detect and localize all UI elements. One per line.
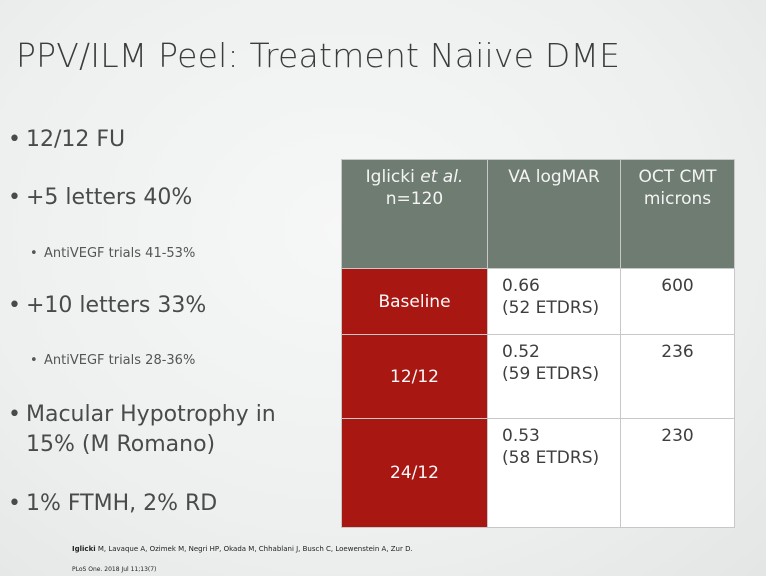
reference-journal: PLoS One. 2018 Jul 11;13(7)	[72, 566, 157, 573]
header-oct-line1: OCT CMT	[638, 167, 717, 187]
header-author: Iglicki	[365, 167, 421, 187]
bullet-dot: •	[30, 353, 38, 368]
header-oct-line2: microns	[643, 189, 712, 209]
cell-oct: 600	[620, 268, 735, 335]
bullet-dot: •	[8, 491, 21, 516]
oct-value: 230	[661, 426, 694, 446]
bullet-plus5-letters: • +5 letters 40%	[8, 185, 192, 210]
table-row: Baseline 0.66 (52 ETDRS) 600	[341, 268, 735, 335]
bullet-dot: •	[8, 293, 21, 318]
table-header-row: Iglicki et al. n=120 VA logMAR OCT CMT m…	[341, 159, 735, 269]
row-label-12-12: 12/12	[341, 334, 488, 419]
bullet-text: +10 letters 33%	[26, 293, 207, 318]
row-label-24-12: 24/12	[341, 418, 488, 528]
header-study: Iglicki et al. n=120	[341, 159, 488, 269]
table-row: 12/12 0.52 (59 ETDRS) 236	[341, 334, 735, 419]
reference-authors: Iglicki M, Lavaque A, Ozimek M, Negri HP…	[72, 545, 413, 553]
bullet-text: AntiVEGF trials 28-36%	[44, 353, 196, 368]
sub-bullet-antivegf-2: • AntiVEGF trials 28-36%	[30, 353, 195, 368]
va-etdrs: (52 ETDRS)	[502, 298, 600, 318]
sub-bullet-antivegf-1: • AntiVEGF trials 41-53%	[30, 246, 195, 261]
oct-value: 600	[661, 276, 694, 296]
reference-lead-author: Iglicki	[72, 545, 96, 553]
header-n: n=120	[385, 189, 444, 209]
bullet-text: 12/12 FU	[26, 127, 126, 152]
cell-va: 0.66 (52 ETDRS)	[487, 268, 621, 335]
va-etdrs: (59 ETDRS)	[502, 364, 600, 384]
slide-title: PPV/ILM Peel: Treatment Naiive DME	[16, 36, 621, 75]
row-label-baseline: Baseline	[341, 268, 488, 335]
cell-oct: 230	[620, 418, 735, 528]
reference-author-list: M, Lavaque A, Ozimek M, Negri HP, Okada …	[95, 545, 413, 553]
table-row: 24/12 0.53 (58 ETDRS) 230	[341, 418, 735, 528]
va-value: 0.53	[502, 426, 540, 446]
bullet-text: AntiVEGF trials 41-53%	[44, 246, 196, 261]
header-va-label: VA logMAR	[508, 167, 600, 187]
bullet-dot: •	[30, 246, 38, 261]
bullet-dot: •	[8, 185, 21, 210]
results-table: Iglicki et al. n=120 VA logMAR OCT CMT m…	[341, 159, 735, 528]
bullet-text: 1% FTMH, 2% RD	[26, 491, 218, 516]
va-etdrs: (58 ETDRS)	[502, 448, 600, 468]
bullet-text: +5 letters 40%	[26, 185, 193, 210]
bullet-ftmh-rd: • 1% FTMH, 2% RD	[8, 491, 217, 516]
bullet-plus10-letters: • +10 letters 33%	[8, 293, 206, 318]
va-value: 0.66	[502, 276, 540, 296]
bullet-dot: •	[8, 402, 21, 427]
oct-value: 236	[661, 342, 694, 362]
bullet-macular-hypotrophy: • Macular Hypotrophy in 15% (M Romano)	[8, 400, 328, 460]
header-va: VA logMAR	[487, 159, 621, 269]
bullet-dot: •	[8, 127, 21, 152]
va-value: 0.52	[502, 342, 540, 362]
header-oct: OCT CMT microns	[620, 159, 735, 269]
bullet-text: Macular Hypotrophy in 15% (M Romano)	[26, 402, 276, 457]
cell-va: 0.53 (58 ETDRS)	[487, 418, 621, 528]
cell-oct: 236	[620, 334, 735, 419]
cell-va: 0.52 (59 ETDRS)	[487, 334, 621, 419]
header-etal: et al.	[420, 167, 464, 187]
bullet-followup: • 12/12 FU	[8, 127, 125, 152]
